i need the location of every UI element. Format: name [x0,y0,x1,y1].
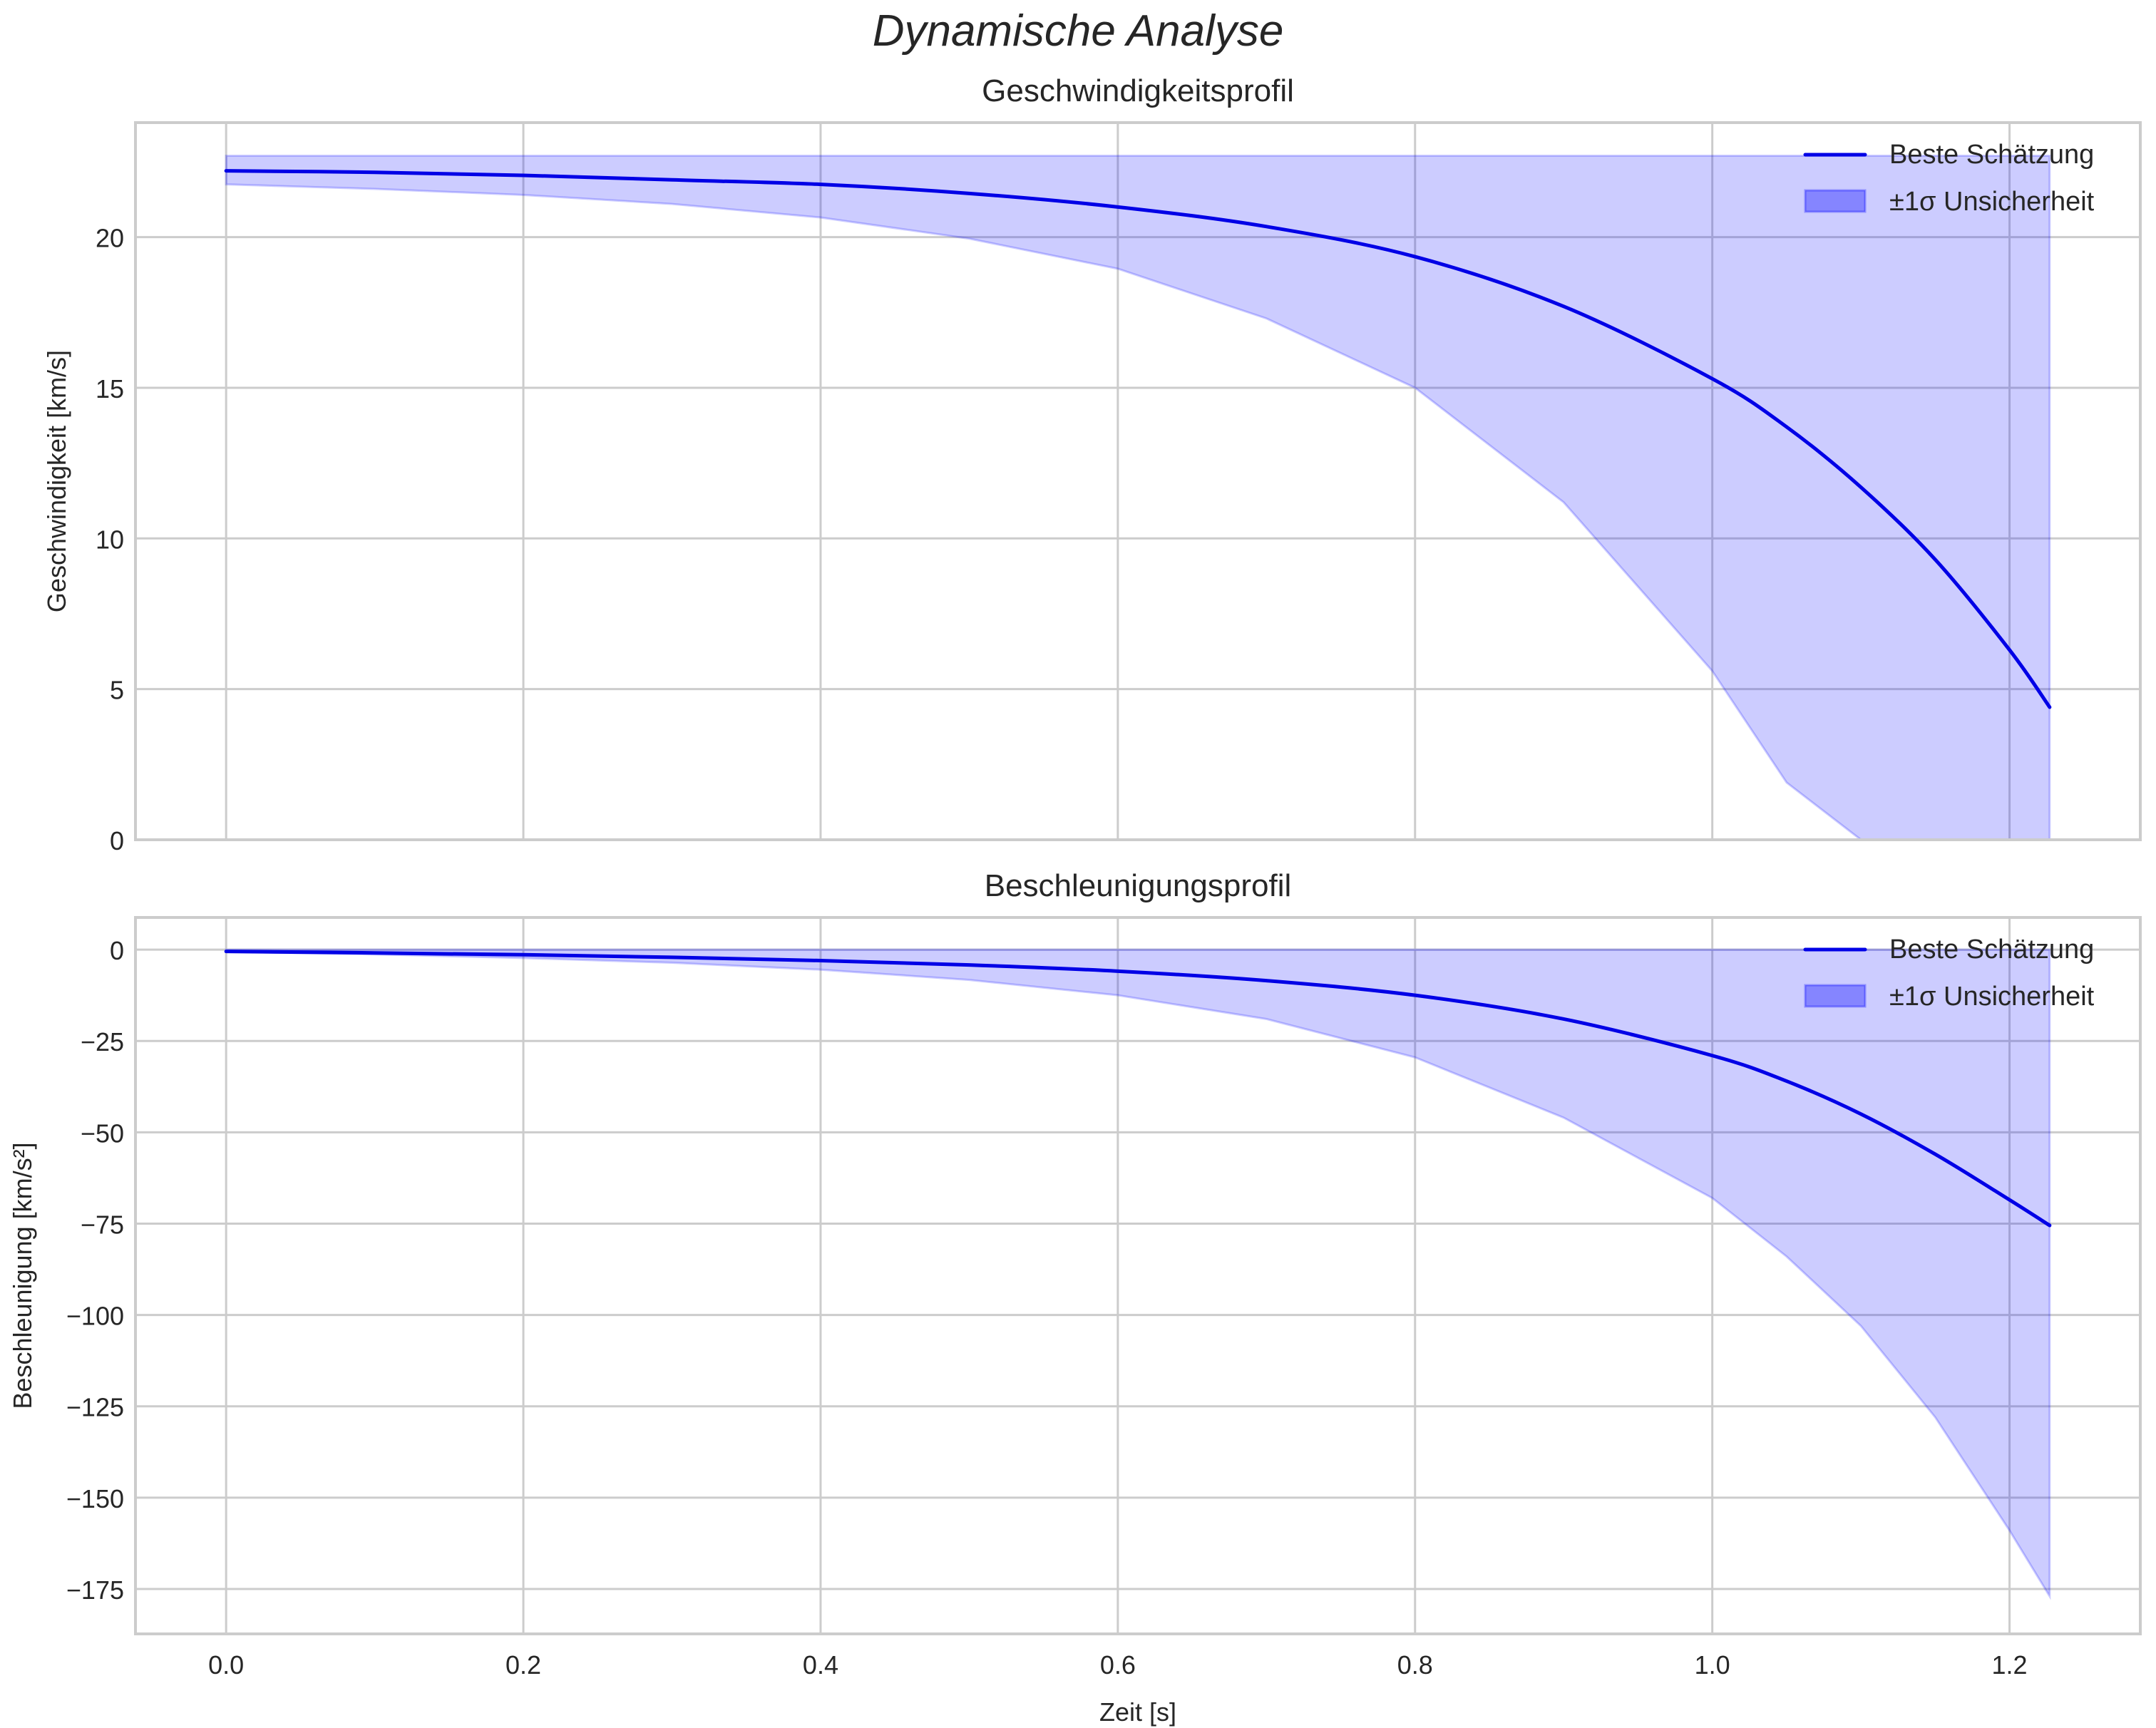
x-tick-label: 0.0 [208,1650,244,1680]
x-tick-label: 0.4 [803,1650,838,1680]
y-tick-label: −150 [66,1484,124,1513]
y-tick-label: 10 [96,525,124,554]
velocity-axes: 0 5 10 15 20 Geschwindigkeit [km/s] Beste Schä… [42,121,2142,855]
y-tick-label: −50 [81,1118,124,1148]
x-tick-label: 0.8 [1397,1650,1433,1680]
y-tick-label: −125 [66,1393,124,1422]
figure-suptitle: Dynamische Analyse [872,6,1284,56]
legend: Beste Schätzung ±1σ Unsicherheit [1803,935,2095,1012]
y-tick-label: 0 [110,826,124,855]
legend-band-swatch [1804,984,1867,1008]
best-estimate-line [224,169,2052,709]
legend-label-uncertainty: ±1σ Unsicherheit [1889,982,2095,1012]
legend-label-uncertainty: ±1σ Unsicherheit [1889,187,2095,217]
x-axis-label: Zeit [s] [1099,1697,1176,1727]
y-axis-label: Geschwindigkeit [km/s] [42,350,71,612]
x-tick-label: 0.2 [505,1650,541,1680]
legend: Beste Schätzung ±1σ Unsicherheit [1803,140,2095,217]
y-tick-label: −75 [81,1210,124,1239]
x-tick-label: 1.0 [1695,1650,1730,1680]
velocity-chart-title: Geschwindigkeitsprofil [982,73,1294,108]
uncertainty-band [225,154,2051,840]
uncertainty-band [225,948,2051,1600]
x-tick-label: 0.6 [1100,1650,1136,1680]
axes-frame [134,916,2142,1635]
y-tick-label: −175 [66,1575,124,1605]
y-tick-label: 15 [96,374,124,403]
y-tick-label: 20 [96,224,124,253]
y-tick-label: −100 [66,1302,124,1331]
axes-frame [134,121,2142,841]
acceleration-chart-title: Beschleunigungsprofil [984,868,1292,903]
x-tick-label: 1.2 [1992,1650,2028,1680]
y-tick-label: 0 [110,936,124,965]
acceleration-axes: 0 −25 −50 −75 −100 −125 −150 −175 0.0 0.2 0.4 0.6 0.… [8,916,2142,1727]
best-estimate-line [224,950,2052,1228]
y-tick-label: 5 [110,676,124,705]
y-tick-label: −25 [81,1027,124,1056]
legend-label-best-estimate: Beste Schätzung [1889,935,2094,965]
y-axis-label: Beschleunigung [km/s²] [8,1142,37,1409]
legend-label-best-estimate: Beste Schätzung [1889,140,2094,170]
legend-band-swatch [1804,189,1867,213]
